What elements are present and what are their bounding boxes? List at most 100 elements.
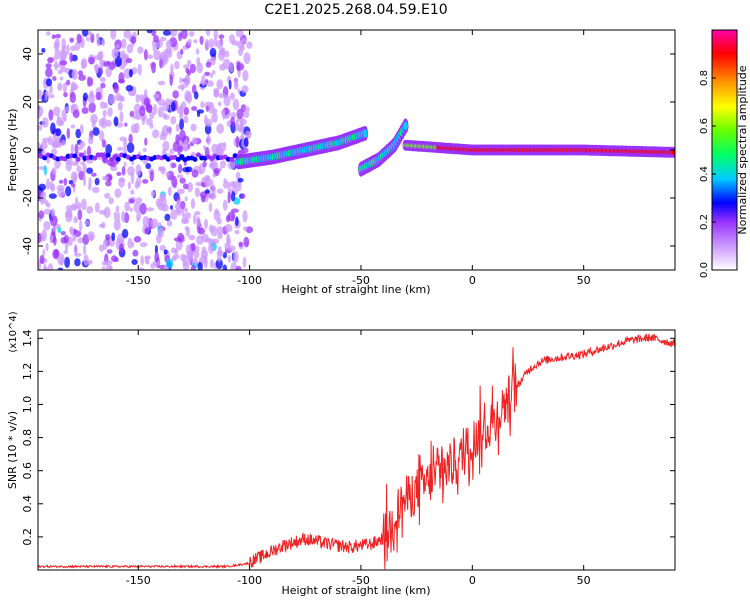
noise-blob: [57, 253, 65, 266]
snr-x-label: Height of straight line (km): [281, 584, 430, 597]
colorbar-frame: [711, 29, 738, 271]
noise-blob: [183, 139, 189, 152]
spectrogram-y-ticks: -40 -20 0 20 40: [21, 47, 675, 255]
noise-blob: [186, 70, 192, 76]
y-tick-label: 20: [21, 95, 34, 109]
noise-blob: [158, 55, 166, 61]
colorbar-tick-label: 0.0: [699, 262, 710, 278]
noise-line-blob: [195, 152, 201, 158]
noise-blob: [104, 192, 111, 199]
noise-blob: [103, 176, 109, 181]
noise-blob: [163, 114, 170, 120]
x-tick-label: 50: [577, 274, 591, 287]
noise-blob: [204, 189, 211, 194]
noise-blob: [190, 123, 197, 132]
noise-blob: [211, 143, 219, 154]
noise-blob: [105, 264, 113, 270]
noise-blob: [125, 57, 133, 64]
noise-blob: [80, 161, 84, 166]
noise-blob: [94, 63, 99, 74]
noise-blob: [113, 83, 120, 94]
noise-blob: [115, 44, 120, 49]
noise-blob: [169, 30, 178, 37]
noise-blob: [128, 133, 133, 144]
noise-blob: [176, 174, 184, 179]
noise-blob: [206, 105, 210, 112]
noise-blob: [119, 243, 124, 254]
noise-blob: [57, 82, 63, 92]
noise-blob: [237, 88, 241, 94]
noise-blob: [106, 249, 113, 254]
noise-blob: [197, 261, 203, 270]
y-tick-label: 0.2: [21, 528, 34, 546]
noise-blob: [222, 58, 231, 70]
noise-blob: [38, 232, 42, 244]
noise-blob: [166, 258, 174, 269]
noise-blob: [171, 175, 178, 188]
noise-blob: [84, 220, 90, 226]
noise-blob: [139, 242, 148, 248]
noise-blob: [204, 38, 210, 51]
noise-blob: [105, 144, 113, 155]
noise-blob: [70, 45, 77, 52]
noise-blob: [202, 160, 207, 168]
noise-blob: [168, 186, 172, 196]
noise-blob: [86, 145, 92, 157]
noise-blob: [88, 102, 96, 113]
noise-blob: [190, 198, 196, 209]
noise-blob: [88, 56, 95, 65]
noise-blob: [101, 116, 107, 129]
noise-blob: [125, 84, 134, 92]
noise-blob: [219, 160, 227, 169]
noise-blob: [145, 162, 151, 170]
noise-blob: [158, 227, 164, 238]
noise-blob: [108, 61, 116, 71]
noise-blob: [179, 129, 186, 142]
noise-blob: [242, 69, 249, 82]
noise-blob: [186, 91, 193, 104]
noise-blob: [63, 92, 68, 98]
noise-blob: [234, 229, 240, 235]
noise-blob: [111, 48, 119, 59]
noise-blob: [62, 82, 67, 94]
y-tick-label: 1.4: [21, 330, 34, 348]
noise-blob: [146, 207, 155, 212]
snr-frame: [37, 329, 676, 571]
x-tick-label: -150: [126, 274, 151, 287]
noise-blob: [223, 94, 231, 107]
colorbar-gradient: [712, 30, 737, 270]
noise-blob: [234, 119, 239, 131]
noise-blob: [230, 208, 239, 213]
noise-blob: [78, 70, 83, 76]
noise-blob: [227, 160, 236, 170]
noise-line-blob: [105, 152, 111, 158]
noise-blob: [162, 102, 170, 112]
noise-blob: [57, 227, 62, 234]
noise-blob: [50, 122, 56, 135]
noise-blob: [75, 128, 82, 139]
noise-blob: [110, 30, 117, 40]
noise-blob: [184, 226, 190, 231]
noise-blob: [179, 200, 186, 210]
noise-blob: [152, 259, 161, 266]
noise-blob: [211, 113, 218, 123]
noise-blob: [74, 143, 79, 154]
noise-blob: [235, 216, 239, 227]
noise-blob: [78, 74, 86, 81]
noise-blob: [60, 48, 67, 60]
noise-blob: [63, 249, 68, 254]
noise-blob: [176, 106, 183, 114]
noise-blob: [234, 78, 239, 87]
noise-blob: [99, 67, 104, 76]
noise-blob: [208, 38, 215, 49]
noise-blob: [52, 76, 57, 81]
y-tick-label: 40: [21, 47, 34, 61]
colorbar-label: Normalized spectral amplitude: [736, 65, 749, 234]
noise-blob: [38, 106, 44, 117]
noise-blob: [211, 238, 220, 244]
noise-blob: [187, 59, 192, 67]
snr-y-label: SNR (10 * v/v): [6, 411, 19, 489]
noise-blob: [192, 257, 198, 266]
noise-blob: [74, 258, 81, 267]
noise-blob: [205, 30, 211, 37]
